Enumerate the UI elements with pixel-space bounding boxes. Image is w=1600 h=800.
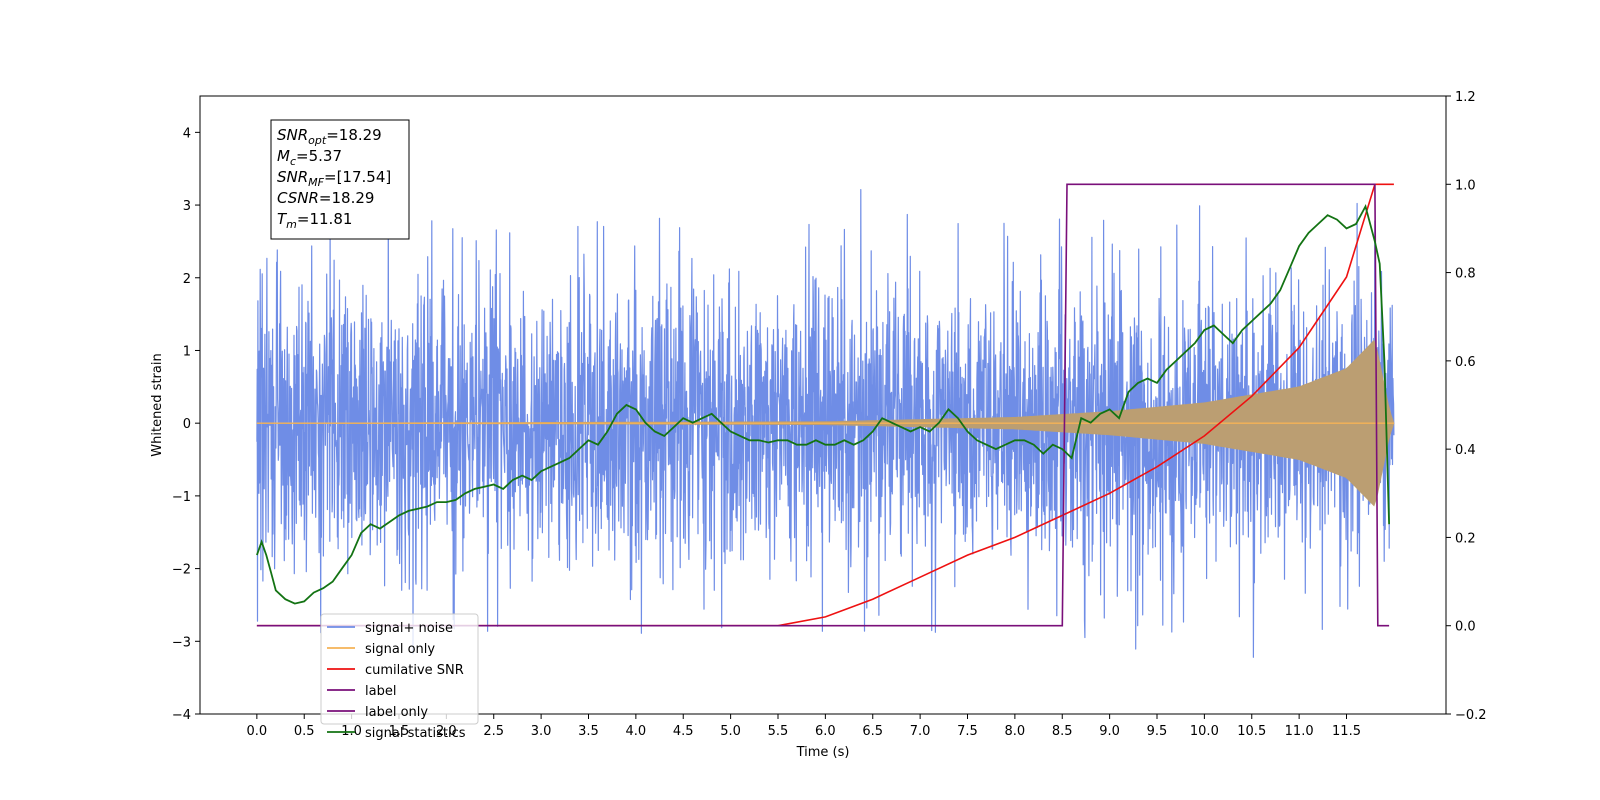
y-tick-label: 4	[183, 126, 191, 141]
x-tick-label: 11.0	[1285, 724, 1314, 739]
x-tick-label: 10.0	[1190, 724, 1219, 739]
legend-signal-statistics-label: signal statistics	[365, 726, 466, 741]
x-tick-label: 5.5	[768, 724, 789, 739]
info-subscript: c	[290, 155, 296, 168]
info-line: SNRMF=[17.54]	[277, 168, 391, 189]
x-tick-label: 9.5	[1147, 724, 1168, 739]
x-tick-label: 3.5	[578, 724, 599, 739]
x-tick-label: 9.0	[1099, 724, 1120, 739]
x-tick-label: 6.0	[815, 724, 836, 739]
info-box-frame	[270, 119, 410, 240]
info-symbol: CSNR	[277, 189, 319, 207]
y-tick-label: −3	[172, 635, 191, 650]
x-tick-label: 7.5	[957, 724, 978, 739]
x-tick-label: 7.0	[910, 724, 931, 739]
y-tick-label: 2	[183, 272, 191, 287]
info-line: CSNR=18.29	[277, 189, 374, 207]
y-tick-label: 3	[183, 199, 191, 214]
plot-frame	[199, 95, 1447, 715]
x-axis: 0.0 0.5 1.0 1.5 2.0 2.5 3.0 3.5 4.0 4.5 5.0 5.5 6.0 6…	[247, 714, 1361, 739]
x-tick-label: 4.5	[673, 724, 694, 739]
info-symbol: SNR	[277, 168, 308, 186]
x-axis-title: Time (s)	[796, 745, 850, 760]
legend-label-only-label: label only	[365, 705, 428, 720]
y-axis-right: −0.2 0.0 0.2 0.4 0.6 0.8 1.0 1.2	[1446, 90, 1487, 723]
x-tick-label: 5.0	[720, 724, 741, 739]
y2-tick-label: −0.2	[1455, 708, 1487, 723]
y-tick-label: −4	[172, 708, 191, 723]
series-signal-statistics	[256, 203, 1390, 605]
x-tick-label: 6.5	[862, 724, 883, 739]
x-tick-label: 0.5	[294, 724, 315, 739]
x-tick-label: 0.0	[247, 724, 268, 739]
x-tick-label: 1.5	[389, 724, 410, 739]
x-tick-label: 2.5	[483, 724, 504, 739]
info-subscript: m	[286, 218, 297, 231]
info-symbol: SNR	[277, 126, 308, 144]
y-tick-label: 0	[183, 417, 191, 432]
info-value: =18.29	[319, 189, 375, 207]
y2-tick-label: 0.2	[1455, 531, 1476, 546]
x-tick-label: 3.0	[531, 724, 552, 739]
legend-signal-plus-noise-label: signal+ noise	[365, 621, 453, 636]
x-tick-label: 8.5	[1052, 724, 1073, 739]
legend: signal+ noise signal only cumilative SNR la…	[320, 613, 479, 741]
y2-tick-label: 0.4	[1455, 443, 1476, 458]
x-tick-label: 4.0	[626, 724, 647, 739]
legend-label-label: label	[365, 684, 396, 699]
x-tick-label: 8.0	[1005, 724, 1026, 739]
info-line: Mc=5.37	[277, 147, 342, 168]
series-cumulative-snr	[256, 183, 1394, 627]
y2-tick-label: 0.8	[1455, 267, 1476, 282]
y-axis-left: −4 −3 −2 −1 0 1 2 3 4	[172, 126, 200, 723]
info-value: =5.37	[296, 147, 342, 165]
y2-tick-label: 0.6	[1455, 355, 1476, 370]
info-value: =[17.54]	[324, 168, 391, 186]
info-value: =18.29	[326, 126, 382, 144]
info-box: SNRopt=18.29Mc=5.37SNRMF=[17.54]CSNR=18.…	[270, 119, 410, 240]
x-tick-label: 10.5	[1237, 724, 1266, 739]
info-subscript: opt	[308, 134, 327, 147]
y-tick-label: −2	[172, 563, 191, 578]
plot-area	[256, 183, 1395, 658]
y-axis-title: Whitened strain	[150, 353, 165, 456]
info-symbol: T	[277, 210, 288, 228]
series-label	[256, 183, 1390, 627]
y2-tick-label: 1.0	[1455, 178, 1476, 193]
legend-frame	[320, 613, 479, 725]
x-tick-label: 11.5	[1332, 724, 1361, 739]
y2-tick-label: 1.2	[1455, 90, 1476, 105]
info-line: Tm=11.81	[277, 210, 352, 231]
legend-signal-only-label: signal only	[365, 642, 435, 657]
info-value: =11.81	[297, 210, 353, 228]
x-tick-label: 2.0	[436, 724, 457, 739]
info-symbol: M	[277, 147, 290, 165]
info-subscript: MF	[308, 176, 324, 189]
legend-cumulative-snr-label: cumilative SNR	[365, 663, 464, 678]
y-tick-label: 1	[183, 344, 191, 359]
y2-tick-label: 0.0	[1455, 620, 1476, 635]
y-tick-label: −1	[172, 490, 191, 505]
info-line: SNRopt=18.29	[277, 126, 382, 147]
